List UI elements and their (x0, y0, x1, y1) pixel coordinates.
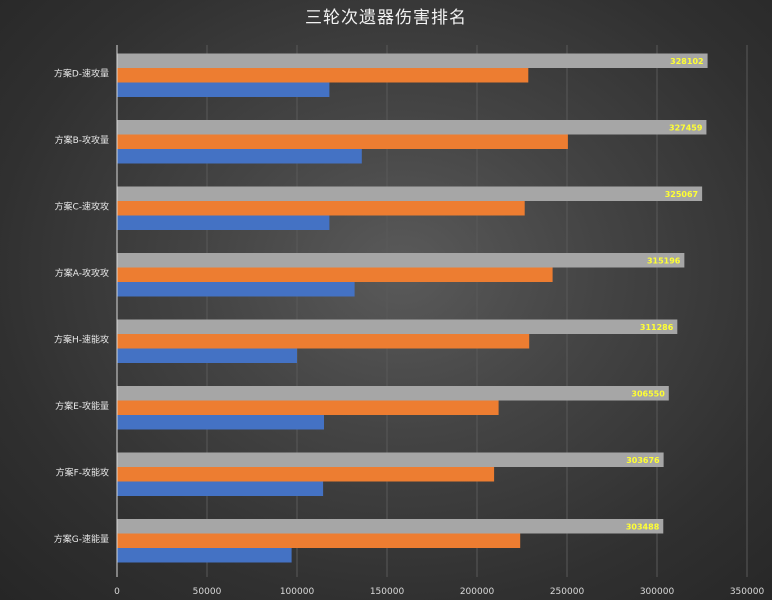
bar-s3-2 (117, 149, 362, 164)
bar-s3-1 (117, 82, 330, 97)
bar-s2-4 (117, 267, 553, 282)
data-label-8: 303488 (626, 522, 660, 531)
bar-s2-6 (117, 400, 499, 415)
bars (117, 53, 708, 563)
bar-s3-7 (117, 481, 324, 496)
bar-s1-8 (117, 519, 664, 534)
x-tick-label-6: 300000 (640, 587, 675, 597)
data-label-6: 306550 (631, 389, 665, 398)
x-tick-label-7: 350000 (730, 587, 765, 597)
data-label-1: 328102 (670, 57, 703, 66)
bar-s3-8 (117, 548, 292, 563)
category-label-5: 方案H-速能攻 (54, 333, 109, 345)
bar-s1-5 (117, 319, 678, 334)
bar-s2-3 (117, 201, 525, 216)
bar-s1-2 (117, 120, 707, 135)
data-label-3: 325067 (665, 190, 698, 199)
data-label-7: 303676 (626, 456, 660, 465)
bar-s2-7 (117, 467, 495, 482)
x-tick-label-5: 250000 (550, 587, 585, 597)
bar-s3-5 (117, 348, 297, 363)
bar-s1-6 (117, 386, 669, 401)
bar-s1-1 (117, 53, 708, 68)
chart-title: 三轮次遗器伤害排名 (305, 8, 467, 28)
bar-s2-5 (117, 334, 530, 349)
data-label-4: 315196 (647, 256, 681, 265)
category-label-7: 方案F-攻能攻 (56, 466, 109, 478)
x-tick-label-2: 100000 (280, 587, 315, 597)
category-label-8: 方案G-速能量 (54, 533, 109, 545)
bar-s1-4 (117, 253, 685, 268)
x-tick-label-4: 200000 (460, 587, 495, 597)
data-label-2: 327459 (669, 123, 703, 132)
bar-s3-6 (117, 415, 324, 430)
bar-s2-8 (117, 533, 521, 548)
category-label-6: 方案E-攻能量 (55, 400, 109, 412)
bar-s3-4 (117, 282, 355, 297)
category-label-1: 方案D-速攻量 (54, 67, 109, 79)
bar-s1-7 (117, 452, 664, 467)
category-label-2: 方案B-攻攻量 (55, 134, 109, 146)
x-tick-label-0: 0 (114, 587, 120, 597)
x-tick-label-1: 50000 (193, 587, 222, 597)
labels: 0 50000 100000 150000 200000 250000 300000 3500… (54, 57, 765, 597)
x-tick-label-3: 150000 (370, 587, 405, 597)
category-label-3: 方案C-速攻攻 (54, 200, 109, 212)
bar-s3-3 (117, 215, 330, 230)
category-label-4: 方案A-攻攻攻 (55, 267, 109, 279)
bar-s2-2 (117, 134, 568, 149)
bar-s2-1 (117, 68, 529, 83)
bar-s1-3 (117, 186, 703, 201)
data-label-5: 311286 (640, 323, 674, 332)
